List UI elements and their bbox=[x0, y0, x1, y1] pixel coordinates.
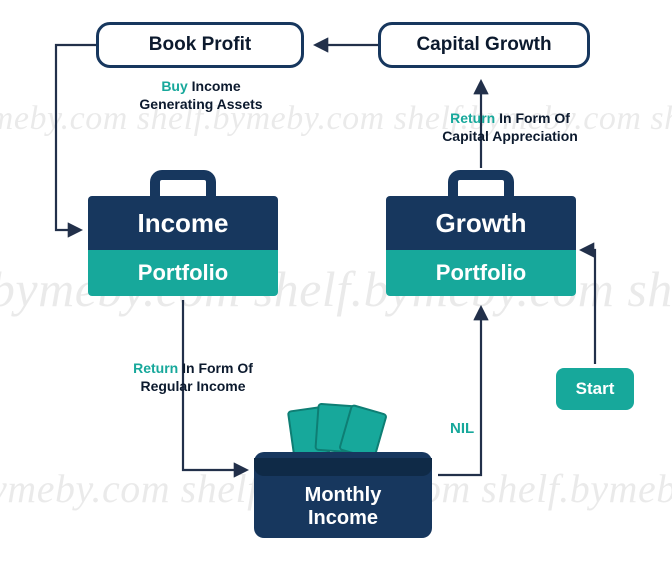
annotation-text: Capital Appreciation bbox=[442, 128, 578, 144]
annotation-highlight: Return bbox=[133, 360, 178, 376]
briefcase-handle-icon bbox=[150, 170, 216, 196]
annotation-text: Income bbox=[188, 78, 241, 94]
node-growth-portfolio: Growth Portfolio bbox=[386, 170, 576, 296]
briefcase-handle-icon bbox=[448, 170, 514, 196]
arrow-monthly-right-to-growth bbox=[438, 308, 481, 475]
portfolio-subtitle: Portfolio bbox=[88, 250, 278, 296]
annotation-text: In Form Of bbox=[178, 360, 253, 376]
portfolio-subtitle: Portfolio bbox=[386, 250, 576, 296]
annotation-buy-assets: Buy Income Generating Assets bbox=[116, 78, 286, 113]
portfolio-title: Growth bbox=[386, 196, 576, 250]
diagram-stage: shelf.bymeby.com shelf.bymeby.com shelf.… bbox=[0, 0, 672, 564]
wallet-flap-icon bbox=[254, 458, 432, 476]
portfolio-title: Income bbox=[88, 196, 278, 250]
annotation-text: NIL bbox=[450, 420, 474, 437]
wallet-label-line: Monthly bbox=[305, 484, 382, 506]
node-label: Book Profit bbox=[149, 34, 251, 56]
node-capital-growth: Capital Growth bbox=[378, 22, 590, 68]
node-monthly-income: Monthly Income bbox=[254, 430, 432, 538]
annotation-text: In Form Of bbox=[495, 110, 570, 126]
annotation-text: Regular Income bbox=[140, 378, 245, 394]
arrow-start-up-to-growth bbox=[582, 250, 595, 364]
annotation-return-regular: Return In Form Of Regular Income bbox=[108, 360, 278, 395]
node-label: Capital Growth bbox=[416, 34, 551, 56]
annotation-highlight: Buy bbox=[161, 78, 187, 94]
wallet-label: Monthly Income bbox=[254, 484, 432, 530]
annotation-nil: NIL bbox=[450, 420, 474, 439]
annotation-return-capital: Return In Form Of Capital Appreciation bbox=[410, 110, 610, 145]
node-label: Start bbox=[576, 379, 615, 399]
wallet-label-line: Income bbox=[308, 507, 378, 529]
annotation-highlight: Return bbox=[450, 110, 495, 126]
node-book-profit: Book Profit bbox=[96, 22, 304, 68]
node-start: Start bbox=[556, 368, 634, 410]
node-income-portfolio: Income Portfolio bbox=[88, 170, 278, 296]
annotation-text: Generating Assets bbox=[139, 96, 262, 112]
